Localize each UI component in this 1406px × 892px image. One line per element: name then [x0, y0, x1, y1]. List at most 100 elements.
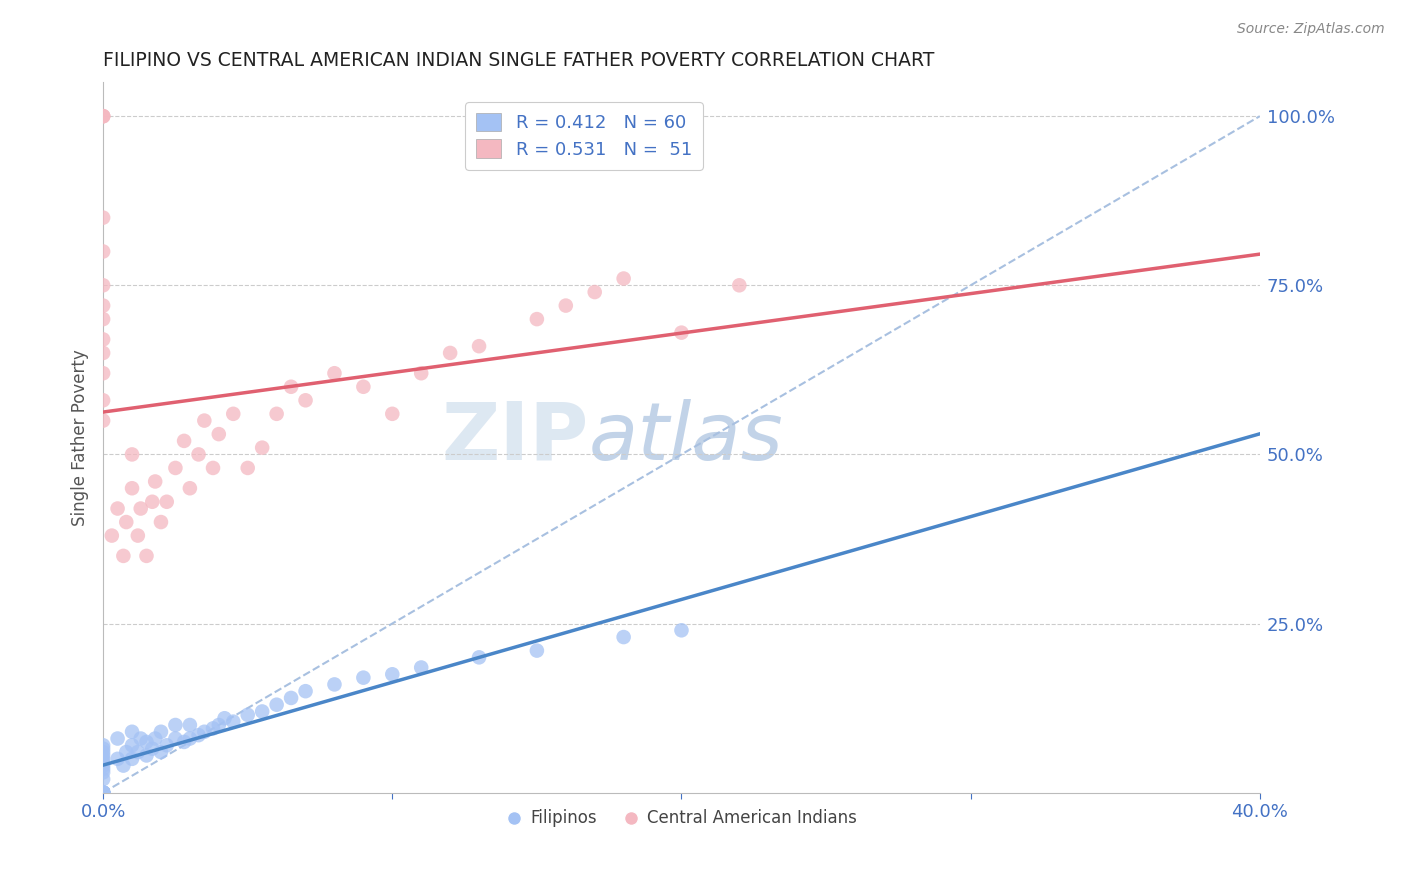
Point: [121, 447, 143, 461]
Point: [202, 461, 225, 475]
Point: [91, 299, 114, 313]
Point: [214, 711, 236, 725]
Point: [236, 707, 259, 722]
Point: [91, 772, 114, 786]
Point: [411, 660, 433, 674]
Point: [583, 285, 606, 299]
Point: [149, 724, 172, 739]
Point: [179, 731, 201, 746]
Point: [165, 461, 187, 475]
Point: [135, 748, 157, 763]
Point: [121, 481, 143, 495]
Point: [135, 549, 157, 563]
Point: [91, 244, 114, 259]
Point: [294, 393, 316, 408]
Point: [129, 731, 152, 746]
Point: [91, 786, 114, 800]
Point: [121, 724, 143, 739]
Point: [91, 762, 114, 776]
Point: [149, 745, 172, 759]
Point: [91, 765, 114, 780]
Point: [141, 495, 163, 509]
Point: [91, 755, 114, 769]
Point: [91, 211, 114, 225]
Point: [468, 650, 491, 665]
Point: [91, 752, 114, 766]
Point: [250, 441, 273, 455]
Point: [135, 735, 157, 749]
Point: [115, 515, 138, 529]
Point: [728, 278, 751, 293]
Point: [91, 786, 114, 800]
Point: [91, 786, 114, 800]
Point: [468, 339, 491, 353]
Point: [187, 728, 209, 742]
Point: [141, 741, 163, 756]
Point: [613, 630, 636, 644]
Point: [129, 501, 152, 516]
Point: [112, 549, 135, 563]
Legend: Filipinos, Central American Indians: Filipinos, Central American Indians: [499, 803, 863, 834]
Y-axis label: Single Father Poverty: Single Father Poverty: [72, 349, 89, 526]
Text: Source: ZipAtlas.com: Source: ZipAtlas.com: [1237, 22, 1385, 37]
Point: [173, 735, 195, 749]
Point: [352, 380, 374, 394]
Point: [193, 414, 215, 428]
Point: [101, 528, 124, 542]
Point: [121, 739, 143, 753]
Point: [323, 677, 346, 691]
Point: [91, 346, 114, 360]
Point: [179, 481, 201, 495]
Point: [381, 667, 404, 681]
Point: [411, 366, 433, 380]
Point: [671, 326, 693, 340]
Point: [526, 312, 548, 326]
Point: [91, 786, 114, 800]
Point: [91, 786, 114, 800]
Point: [91, 109, 114, 123]
Point: [165, 718, 187, 732]
Point: [91, 414, 114, 428]
Point: [91, 741, 114, 756]
Point: [107, 501, 129, 516]
Point: [91, 333, 114, 347]
Point: [266, 698, 288, 712]
Point: [121, 752, 143, 766]
Point: [91, 786, 114, 800]
Point: [91, 109, 114, 123]
Point: [91, 748, 114, 763]
Point: [208, 718, 231, 732]
Point: [352, 671, 374, 685]
Point: [107, 752, 129, 766]
Point: [91, 366, 114, 380]
Point: [91, 745, 114, 759]
Point: [208, 427, 231, 442]
Point: [127, 528, 149, 542]
Point: [222, 407, 245, 421]
Point: [127, 745, 149, 759]
Point: [266, 407, 288, 421]
Point: [91, 109, 114, 123]
Point: [193, 724, 215, 739]
Point: [143, 475, 166, 489]
Point: [165, 731, 187, 746]
Point: [91, 393, 114, 408]
Point: [156, 495, 179, 509]
Point: [115, 745, 138, 759]
Point: [149, 515, 172, 529]
Point: [554, 299, 576, 313]
Point: [91, 786, 114, 800]
Point: [91, 786, 114, 800]
Point: [250, 705, 273, 719]
Point: [107, 731, 129, 746]
Point: [156, 739, 179, 753]
Point: [112, 758, 135, 772]
Text: ZIP: ZIP: [441, 399, 589, 476]
Point: [91, 786, 114, 800]
Point: [173, 434, 195, 448]
Point: [439, 346, 461, 360]
Point: [671, 624, 693, 638]
Point: [526, 643, 548, 657]
Point: [280, 690, 302, 705]
Text: FILIPINO VS CENTRAL AMERICAN INDIAN SINGLE FATHER POVERTY CORRELATION CHART: FILIPINO VS CENTRAL AMERICAN INDIAN SING…: [103, 51, 935, 70]
